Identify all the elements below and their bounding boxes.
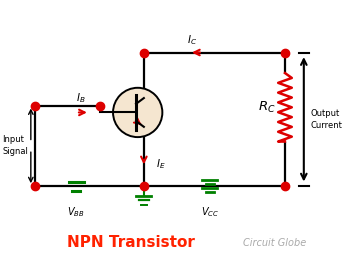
- Point: [141, 50, 147, 55]
- Point: [282, 184, 288, 188]
- Point: [141, 184, 147, 188]
- Text: $V_{CC}$: $V_{CC}$: [201, 205, 219, 219]
- Text: Output
Current: Output Current: [311, 109, 343, 130]
- Text: Input
Signal: Input Signal: [2, 135, 28, 156]
- Point: [32, 184, 38, 188]
- Text: $V_{BB}$: $V_{BB}$: [67, 205, 85, 219]
- Text: Circuit Globe: Circuit Globe: [243, 238, 306, 248]
- Point: [282, 50, 288, 55]
- Text: NPN Transistor: NPN Transistor: [67, 235, 195, 250]
- Text: $R_C$: $R_C$: [258, 100, 276, 115]
- Text: $I_C$: $I_C$: [188, 34, 197, 47]
- Point: [32, 103, 38, 108]
- Point: [97, 103, 103, 108]
- Circle shape: [113, 88, 162, 137]
- Text: $I_B$: $I_B$: [76, 91, 86, 105]
- Text: $I_E$: $I_E$: [156, 157, 166, 171]
